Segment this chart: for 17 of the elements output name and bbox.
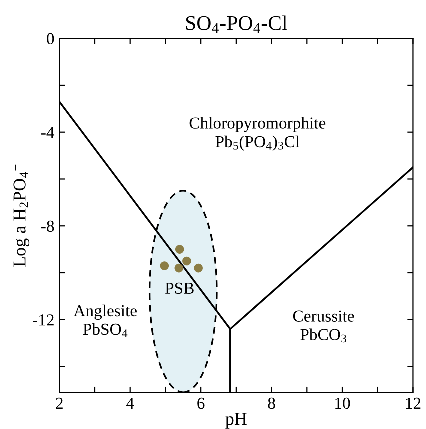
x-axis-title: pH	[226, 413, 247, 429]
annotation: PSB	[166, 282, 194, 294]
y-tick-label: 0	[47, 33, 54, 45]
x-tick-label: 4	[126, 398, 134, 409]
annotation: Anglesite PbSO$_{4}$	[74, 304, 137, 338]
x-tick-label: 8	[268, 398, 276, 410]
y-axis-title: Log a H$_{2}$PO$_{4}$$^{−}$	[14, 164, 30, 267]
annotation: Chloropyromorphite Pb$_{5}$(PO$_{4}$)$_{3}$Cl	[190, 117, 326, 151]
x-tick-label: 6	[198, 398, 205, 410]
annotation: Cerussite PbCO$_{3}$	[293, 310, 354, 343]
x-tick-label: 2	[56, 398, 63, 409]
chart-title: SO$_{4}$-PO$_{4}$-Cl	[186, 16, 288, 34]
y-tick-label: -8	[42, 220, 54, 232]
x-tick-label: 12	[406, 398, 421, 409]
x-tick-label: 10	[336, 398, 350, 410]
y-tick-label: -4	[42, 127, 55, 138]
y-tick-label: -12	[33, 314, 54, 326]
